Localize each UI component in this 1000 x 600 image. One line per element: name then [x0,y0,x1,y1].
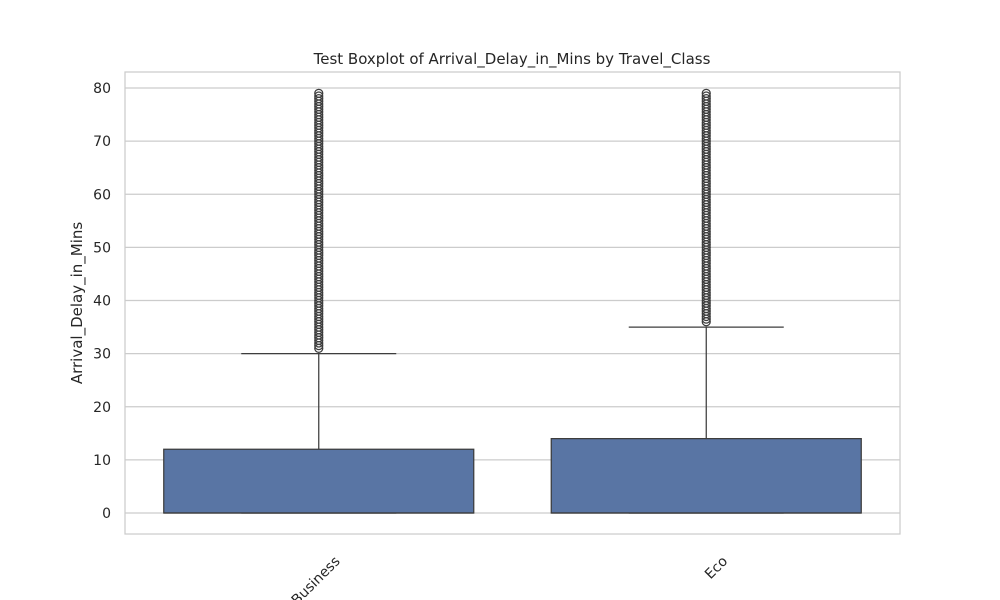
box-iqr [163,448,475,514]
y-axis-label: Arrival_Delay_in_Mins [68,222,87,385]
outlier-point [701,94,711,104]
y-tick-label: 70 [93,134,111,150]
y-tick-label: 30 [93,347,111,363]
outlier-point [314,88,324,98]
plot-frame [124,71,901,535]
box-eco [550,88,862,514]
x-tick-labels: Business Eco [289,554,731,600]
outliers [701,88,711,327]
x-tick-label: Eco [702,554,731,583]
box-iqr [550,438,862,514]
y-tick-label: 10 [93,453,111,469]
chart-title: Test Boxplot of Arrival_Delay_in_Mins by… [313,50,711,69]
outliers [314,88,324,353]
y-tick-label: 80 [93,81,111,97]
box-business [163,88,475,514]
x-tick-label: Business [289,554,344,600]
box-layer [163,88,862,514]
y-tick-label: 20 [93,400,111,416]
outlier-point [314,94,324,104]
y-tick-label: 40 [93,294,111,310]
y-tick-label: 60 [93,187,111,203]
y-tick-label: 50 [93,240,111,256]
y-tick-labels: 0 10 20 30 40 50 60 70 80 [93,81,111,522]
outlier-point [701,91,711,101]
y-tick-label: 0 [102,506,111,522]
outlier-point [701,88,711,98]
outlier-point [314,91,324,101]
